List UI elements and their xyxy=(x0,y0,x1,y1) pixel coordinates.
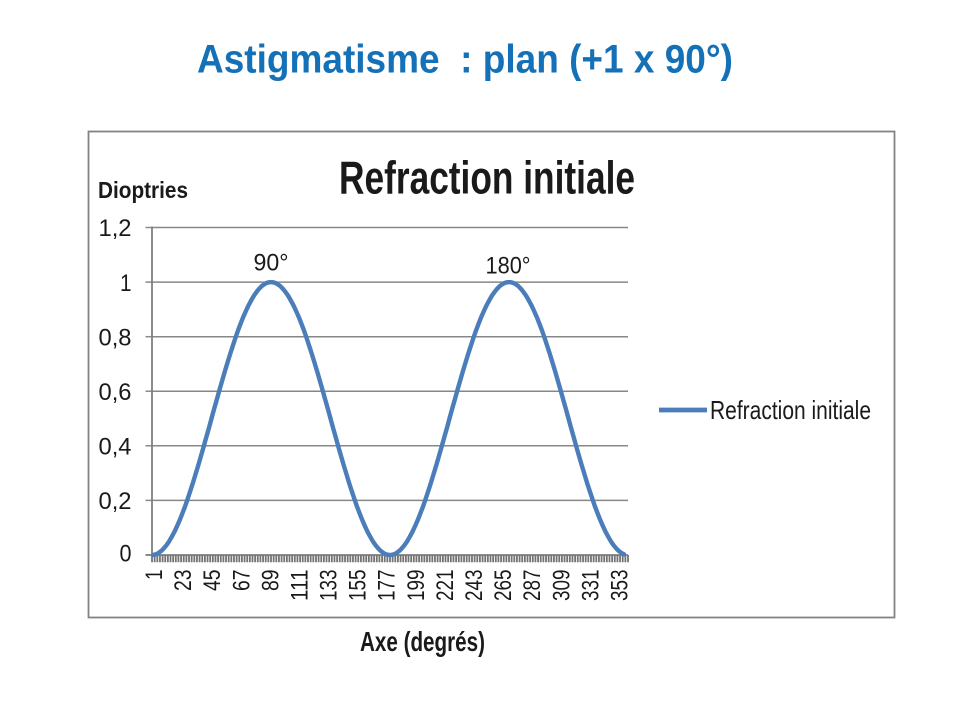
svg-text:221: 221 xyxy=(432,570,459,602)
svg-text:Astigmatisme : plan (+1 x 90°: Astigmatisme : plan (+1 x 90°) xyxy=(197,38,733,82)
svg-text:0,8: 0,8 xyxy=(99,324,132,351)
svg-text:309: 309 xyxy=(548,570,575,602)
svg-text:89: 89 xyxy=(257,570,284,592)
svg-text:287: 287 xyxy=(519,570,546,602)
svg-text:23: 23 xyxy=(170,570,197,592)
svg-text:177: 177 xyxy=(374,570,401,602)
svg-text:353: 353 xyxy=(606,570,633,602)
svg-text:180°: 180° xyxy=(486,253,531,280)
svg-text:155: 155 xyxy=(345,570,372,602)
svg-text:0,2: 0,2 xyxy=(99,488,132,515)
svg-text:90°: 90° xyxy=(254,250,289,277)
svg-text:0,4: 0,4 xyxy=(99,434,132,461)
svg-text:331: 331 xyxy=(577,570,604,602)
svg-text:111: 111 xyxy=(287,570,314,602)
svg-text:Axe (degrés): Axe (degrés) xyxy=(360,626,485,657)
svg-text:45: 45 xyxy=(199,570,226,592)
svg-text:1: 1 xyxy=(120,270,132,297)
svg-text:265: 265 xyxy=(490,570,517,602)
svg-text:0,6: 0,6 xyxy=(99,379,132,406)
svg-text:67: 67 xyxy=(228,570,255,592)
svg-text:Dioptries: Dioptries xyxy=(98,177,188,203)
svg-text:1: 1 xyxy=(141,570,168,581)
svg-text:1,2: 1,2 xyxy=(99,215,132,242)
svg-text:0: 0 xyxy=(120,541,132,568)
svg-text:Refraction initiale: Refraction initiale xyxy=(339,152,635,204)
svg-text:133: 133 xyxy=(316,570,343,602)
svg-text:199: 199 xyxy=(403,570,430,602)
svg-text:Refraction initiale: Refraction initiale xyxy=(710,395,871,425)
svg-text:243: 243 xyxy=(461,570,488,602)
